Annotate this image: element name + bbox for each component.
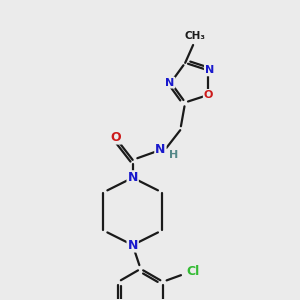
Text: N: N xyxy=(165,78,174,88)
Text: N: N xyxy=(128,171,138,184)
Text: H: H xyxy=(169,150,178,160)
Text: N: N xyxy=(128,238,138,252)
Text: N: N xyxy=(155,143,166,157)
Text: N: N xyxy=(205,65,214,75)
Text: Cl: Cl xyxy=(186,265,199,278)
Text: CH₃: CH₃ xyxy=(184,31,206,41)
Text: O: O xyxy=(204,90,213,100)
Text: O: O xyxy=(110,130,121,144)
